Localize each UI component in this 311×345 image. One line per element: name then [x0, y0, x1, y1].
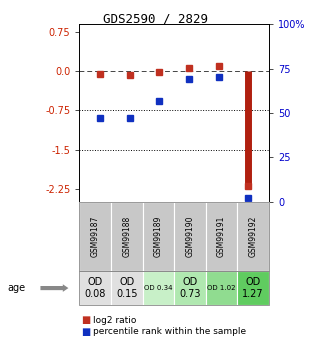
Text: GSM99190: GSM99190 [185, 216, 194, 257]
Text: log2 ratio: log2 ratio [93, 316, 137, 325]
Text: OD
1.27: OD 1.27 [242, 277, 264, 299]
Text: ■: ■ [81, 315, 90, 325]
Text: OD 0.34: OD 0.34 [144, 285, 173, 291]
Text: age: age [8, 283, 26, 293]
Text: OD
0.73: OD 0.73 [179, 277, 201, 299]
Text: GDS2590 / 2829: GDS2590 / 2829 [103, 12, 208, 25]
Text: ■: ■ [81, 327, 90, 337]
Text: GSM99187: GSM99187 [91, 216, 100, 257]
Text: GSM99191: GSM99191 [217, 216, 226, 257]
Text: OD 1.02: OD 1.02 [207, 285, 236, 291]
Text: OD
0.15: OD 0.15 [116, 277, 137, 299]
Text: GSM99188: GSM99188 [122, 216, 131, 257]
Text: percentile rank within the sample: percentile rank within the sample [93, 327, 246, 336]
Text: GSM99189: GSM99189 [154, 216, 163, 257]
Text: OD
0.08: OD 0.08 [84, 277, 106, 299]
Text: GSM99192: GSM99192 [249, 216, 258, 257]
